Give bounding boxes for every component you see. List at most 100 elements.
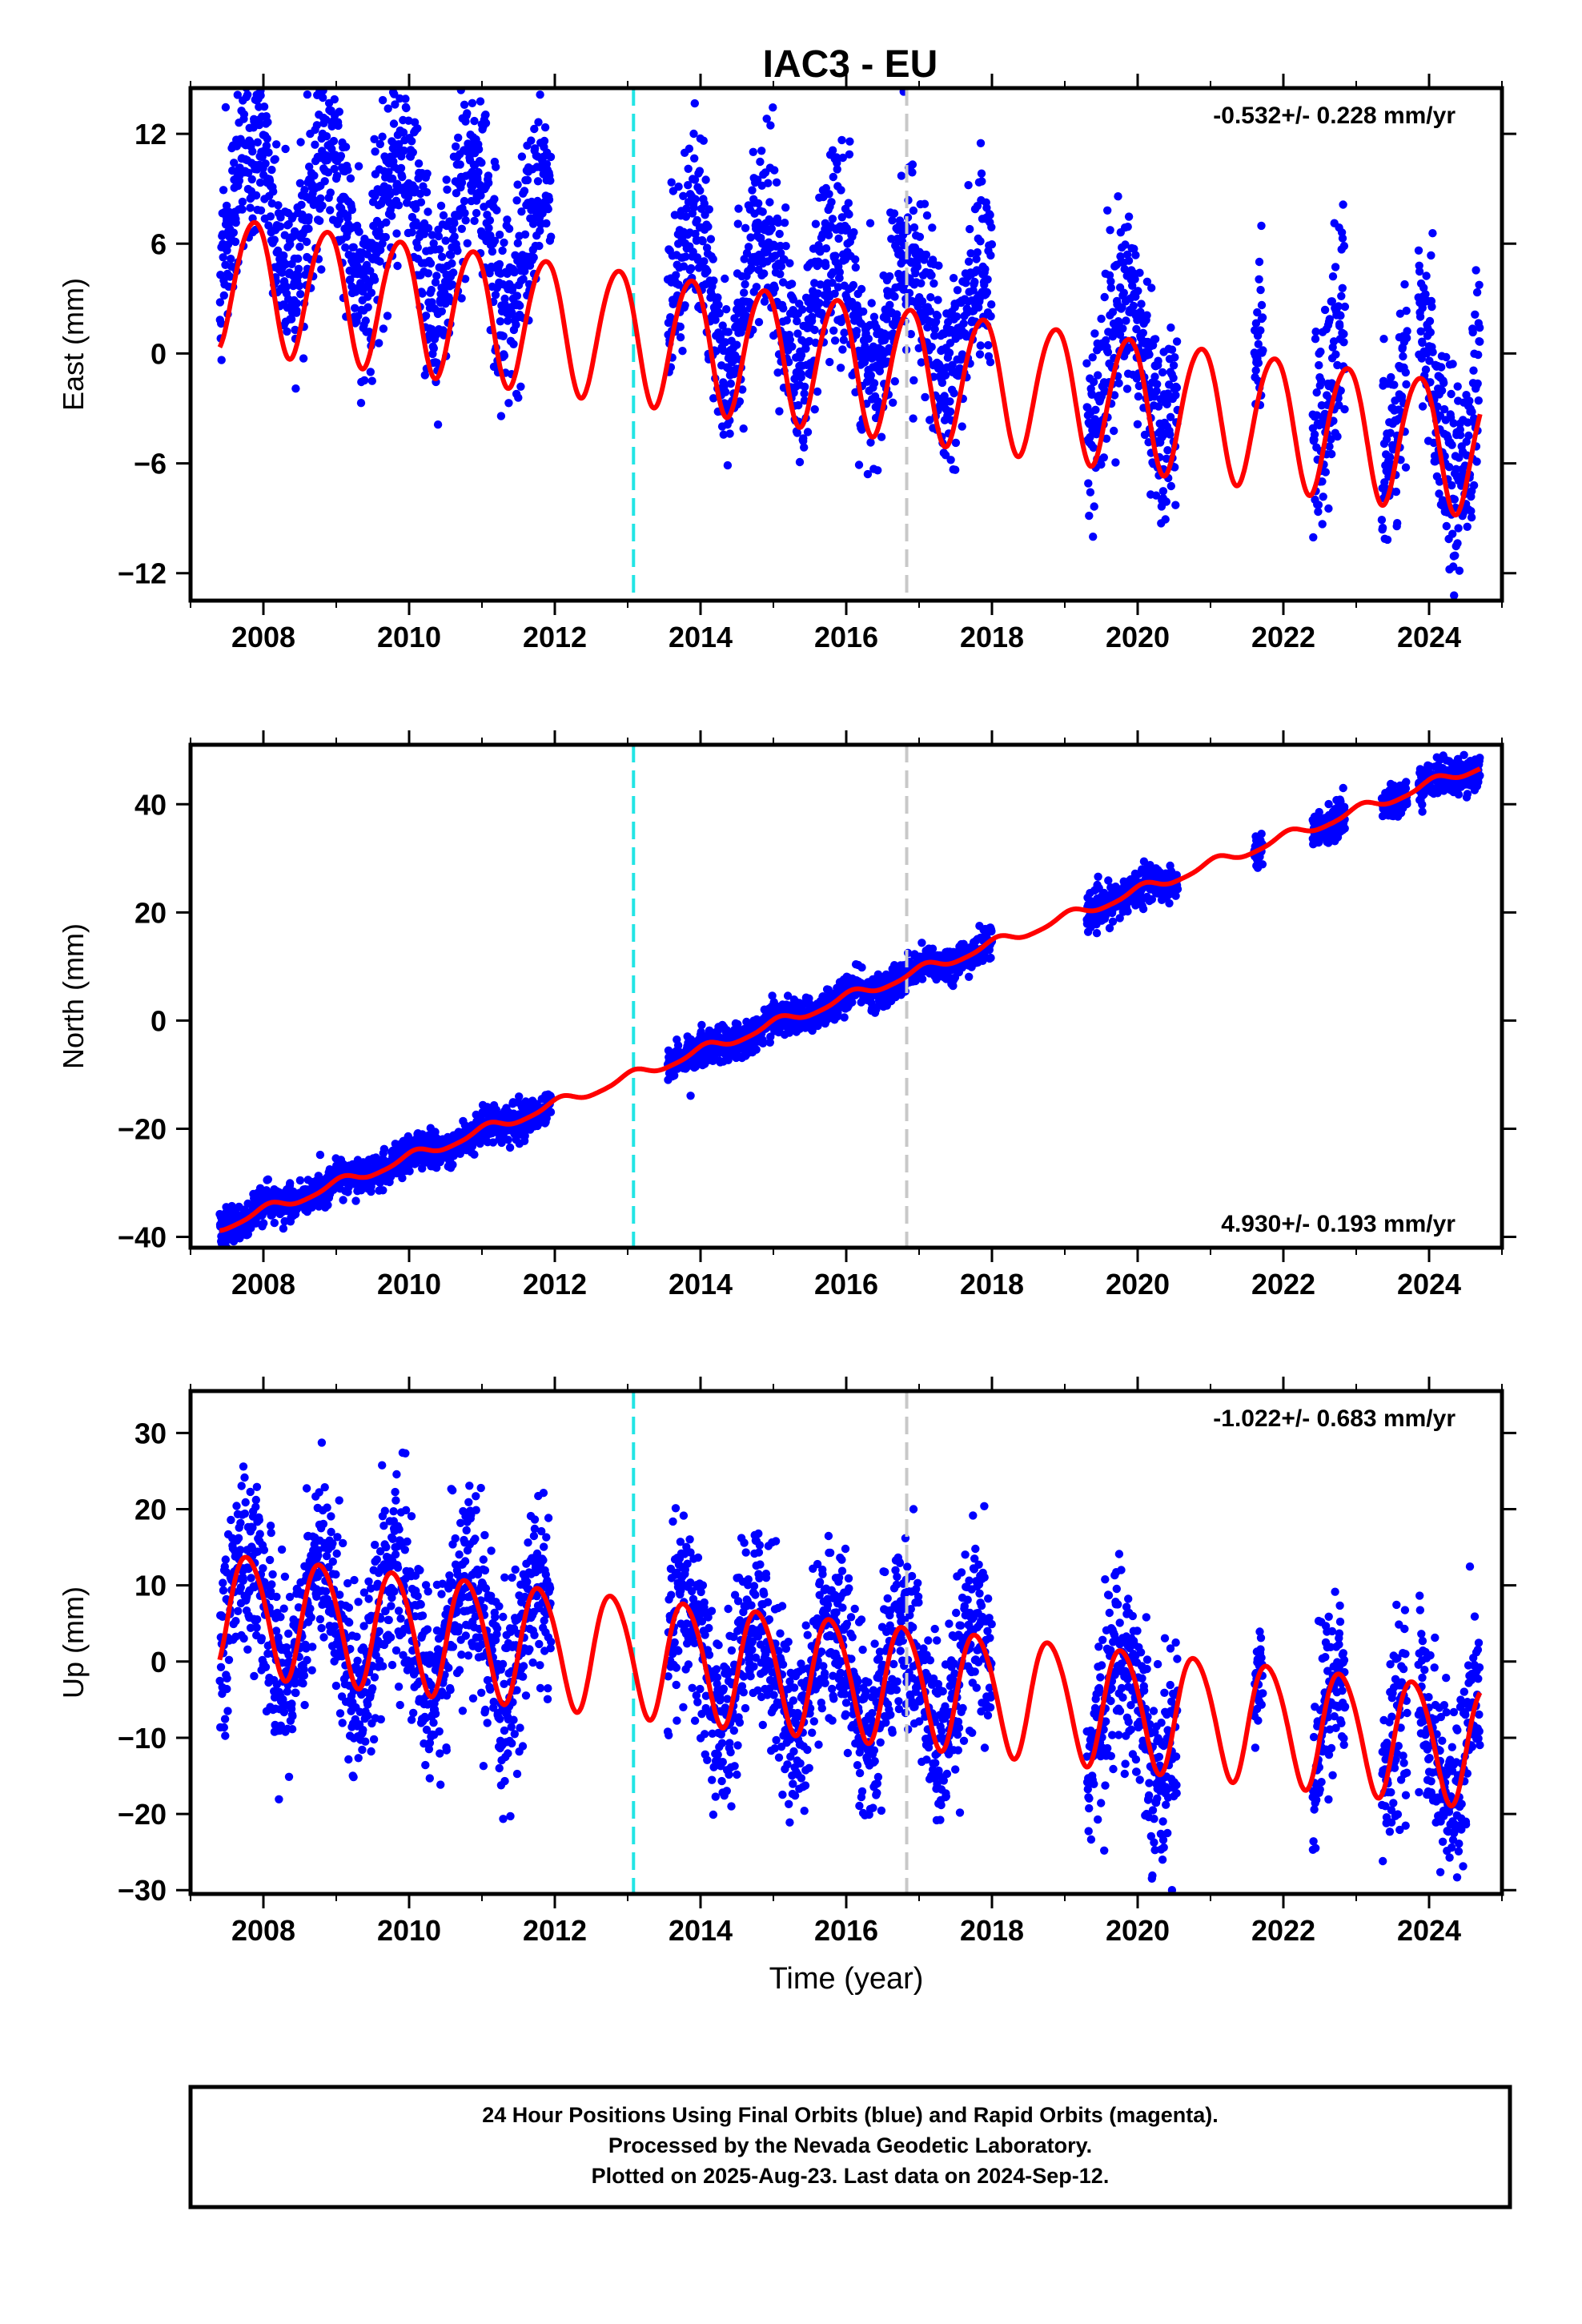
data-point (825, 357, 834, 367)
data-point (958, 422, 966, 431)
data-point (424, 269, 433, 278)
data-point (852, 327, 861, 336)
data-point (1111, 458, 1120, 467)
data-point (330, 29, 338, 37)
data-point (384, 167, 393, 176)
data-point (1333, 432, 1342, 441)
data-point (484, 179, 493, 187)
data-point (975, 350, 985, 359)
data-point (1133, 420, 1142, 428)
data-point (705, 205, 713, 214)
data-point (1471, 310, 1480, 319)
data-point (263, 135, 271, 143)
data-point (328, 76, 336, 84)
data-point (1309, 533, 1318, 542)
data-point (1391, 487, 1401, 497)
data-point (310, 171, 319, 180)
data-point (1171, 391, 1180, 400)
data-point (833, 159, 841, 167)
x-tick-label: 2014 (669, 621, 733, 653)
data-point (332, 171, 342, 180)
data-point (1401, 368, 1411, 377)
data-point (341, 243, 350, 252)
data-point (1468, 328, 1477, 337)
data-point (779, 304, 788, 313)
data-point (1162, 454, 1171, 463)
data-point (713, 293, 722, 302)
data-point (347, 205, 356, 215)
data-point (1158, 368, 1167, 377)
data-point (678, 347, 687, 356)
data-point (1437, 386, 1447, 395)
data-point (456, 160, 464, 169)
data-point (256, 91, 265, 100)
data-point (517, 207, 526, 216)
data-point (723, 460, 733, 470)
panel-east: 2008 2010 2012 2014 2016 2018 2020 2022 2024−12−… (57, 29, 1516, 653)
data-point (1453, 539, 1462, 548)
data-point (304, 224, 313, 233)
data-point (468, 167, 476, 176)
data-point (752, 1045, 761, 1054)
data-point (1418, 338, 1427, 348)
data-point (460, 196, 469, 206)
data-point (495, 259, 504, 269)
data-point (1114, 379, 1123, 388)
data-point (1310, 430, 1319, 439)
panels: 2008 2010 2012 2014 2016 2018 2020 2022 2024−12−… (57, 29, 1516, 1996)
data-point (448, 225, 457, 234)
data-point (718, 321, 727, 330)
data-point (512, 196, 521, 205)
data-point (1094, 371, 1102, 380)
data-point (247, 175, 256, 184)
data-point (492, 206, 501, 215)
data-point (420, 371, 429, 380)
data-point (367, 376, 376, 385)
data-point (540, 136, 549, 146)
data-point (1402, 333, 1411, 343)
data-point (1142, 311, 1151, 320)
data-point (297, 200, 306, 209)
data-point (1327, 435, 1335, 444)
data-point (540, 123, 550, 132)
data-point (839, 336, 849, 344)
data-point (490, 236, 500, 245)
data-point (349, 243, 358, 251)
data-point (1255, 257, 1264, 267)
data-point (1084, 479, 1093, 488)
x-tick-label: 2024 (1397, 621, 1461, 653)
data-point (703, 267, 712, 275)
data-point (219, 186, 228, 195)
data-point (1450, 495, 1460, 504)
data-point (1416, 327, 1425, 336)
data-point (793, 316, 801, 326)
data-point (269, 187, 278, 196)
data-point (1437, 363, 1446, 372)
data-point (520, 230, 530, 239)
data-point (383, 104, 392, 113)
data-point (1435, 477, 1444, 486)
data-point (1472, 287, 1482, 297)
data-point (416, 198, 426, 207)
data-point (1339, 200, 1347, 209)
data-point (283, 327, 291, 336)
data-point (711, 316, 720, 324)
data-point (294, 271, 303, 280)
data-point (256, 206, 266, 215)
data-point (1135, 268, 1144, 277)
data-point (973, 248, 982, 257)
data-point (733, 340, 741, 349)
data-point (909, 206, 918, 215)
data-point (1421, 365, 1431, 374)
data-point (869, 379, 879, 388)
data-point (1259, 346, 1267, 355)
data-point (758, 1039, 768, 1048)
data-point (1121, 240, 1130, 249)
data-point (452, 142, 460, 151)
data-point (695, 167, 705, 175)
data-point (318, 201, 327, 210)
data-point (689, 129, 698, 139)
data-point (987, 300, 996, 309)
data-point (389, 119, 399, 128)
x-tick-label: 2012 (523, 621, 587, 653)
